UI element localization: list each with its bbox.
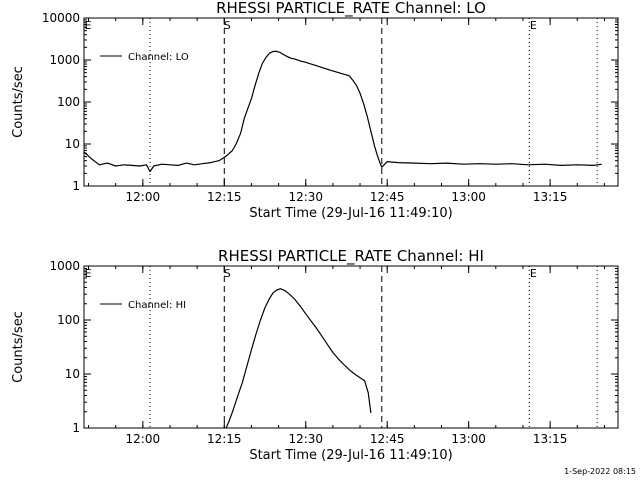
plot-frame	[83, 17, 619, 187]
legend-entry: Channel: LO	[128, 52, 189, 63]
y-tick-label: 10000	[42, 11, 80, 25]
x-tick-label: 13:15	[533, 432, 568, 446]
chart-panel-1: RHESSI PARTICLE_RATE Channel: LO 12:00 12:…	[11, 0, 619, 221]
y-tick-label: 10	[65, 137, 80, 151]
y-tick-label: 1000	[49, 53, 80, 67]
edge-marker: E	[85, 19, 92, 32]
x-tick-label: 12:30	[288, 432, 323, 446]
start-marker: S	[224, 267, 231, 280]
chart-title: RHESSI PARTICLE_RATE Channel: HI	[218, 247, 484, 266]
x-tick-label: 12:15	[207, 190, 242, 204]
x-tick-label: 12:00	[126, 190, 161, 204]
y-tick-label: 10	[65, 367, 80, 381]
y-tick-label: 100	[57, 313, 80, 327]
y-axis-label: Counts/sec	[11, 311, 26, 383]
legend-entry: Channel: HI	[128, 300, 186, 311]
x-axis-label: Start Time (29-Jul-16 11:49:10)	[249, 206, 452, 221]
y-tick-label: 1	[72, 179, 80, 193]
x-tick-label: 12:30	[288, 190, 323, 204]
chart-title: RHESSI PARTICLE_RATE Channel: LO	[216, 0, 486, 18]
plot-frame	[83, 265, 619, 429]
series-line-channel-lo	[83, 50, 602, 173]
y-tick-label: 1000	[49, 259, 80, 273]
x-tick-label: 13:15	[533, 190, 568, 204]
generation-timestamp: 1-Sep-2022 08:15	[564, 467, 636, 476]
edge-marker: E	[85, 267, 92, 280]
x-tick-label: 13:00	[451, 432, 486, 446]
x-tick-label: 12:00	[126, 432, 161, 446]
x-tick-label: 12:45	[370, 432, 405, 446]
end-marker: E	[530, 267, 537, 280]
chart-panel-2: RHESSI PARTICLE_RATE Channel: HI 12:00 12:…	[11, 247, 619, 463]
y-axis-label: Counts/sec	[11, 66, 26, 138]
x-tick-label: 13:00	[451, 190, 486, 204]
y-tick-label: 1	[72, 421, 80, 435]
end-marker: E	[530, 19, 537, 32]
x-tick-label: 12:45	[370, 190, 405, 204]
x-tick-label: 12:15	[207, 432, 242, 446]
start-marker: S	[224, 19, 231, 32]
y-tick-label: 100	[57, 95, 80, 109]
x-axis-label: Start Time (29-Jul-16 11:49:10)	[249, 448, 452, 463]
series-line-channel-hi	[225, 288, 372, 429]
